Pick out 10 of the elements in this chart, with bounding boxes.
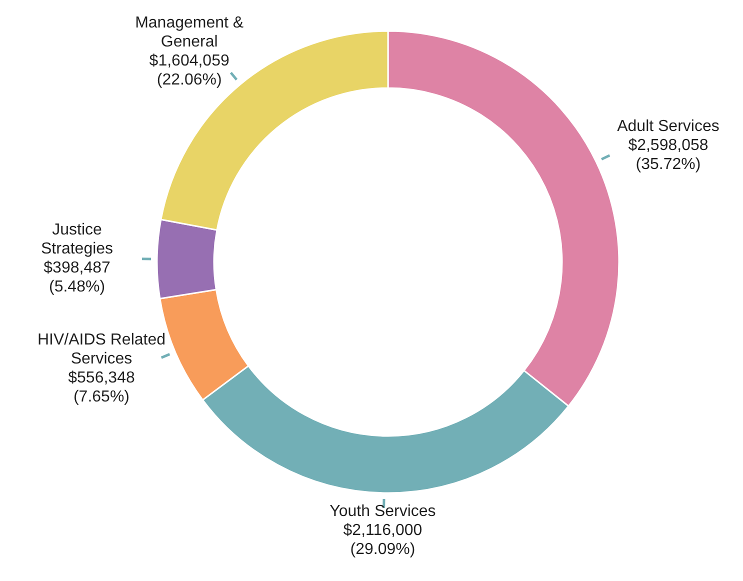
slice-label: HIV/AIDS Related Services — [37, 332, 166, 368]
slice-label: Management & General — [135, 14, 244, 50]
data-label: $2,116,000 (29.09%) — [343, 522, 422, 558]
slice-label: Justice Strategies — [41, 221, 114, 258]
data-label: $1,604,059 (22.06%) — [149, 52, 230, 88]
data-label: $2,598,058 (35.72%) — [628, 136, 708, 173]
slice-label: Youth Services — [330, 503, 436, 520]
slice-label: Adult Services — [617, 118, 720, 135]
data-label: $556,348 (7.65%) — [68, 370, 135, 406]
data-label: $398,487 (5.48%) — [44, 259, 110, 296]
